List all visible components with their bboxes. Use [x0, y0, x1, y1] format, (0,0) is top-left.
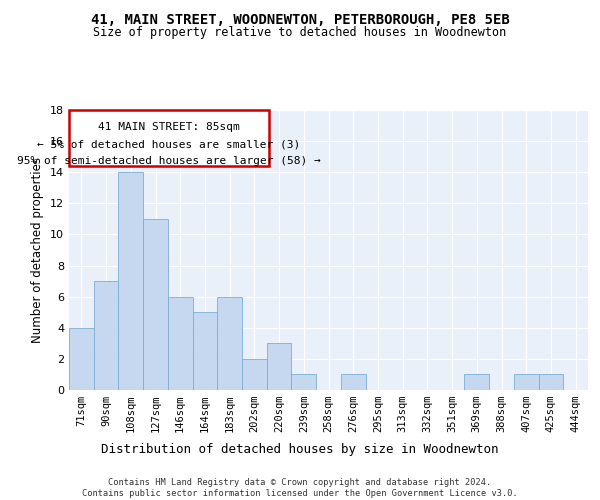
- Bar: [168, 296, 193, 390]
- Text: 95% of semi-detached houses are larger (58) →: 95% of semi-detached houses are larger (…: [17, 156, 321, 166]
- Bar: [94, 281, 118, 390]
- Text: 41 MAIN STREET: 85sqm: 41 MAIN STREET: 85sqm: [98, 122, 240, 132]
- Bar: [69, 328, 94, 390]
- Bar: [242, 359, 267, 390]
- Text: ← 5% of detached houses are smaller (3): ← 5% of detached houses are smaller (3): [37, 139, 301, 149]
- Bar: [267, 344, 292, 390]
- Bar: [514, 374, 539, 390]
- Bar: [539, 374, 563, 390]
- Bar: [143, 219, 168, 390]
- FancyBboxPatch shape: [69, 110, 269, 166]
- Text: Distribution of detached houses by size in Woodnewton: Distribution of detached houses by size …: [101, 442, 499, 456]
- Bar: [118, 172, 143, 390]
- Bar: [341, 374, 365, 390]
- Text: Contains HM Land Registry data © Crown copyright and database right 2024.
Contai: Contains HM Land Registry data © Crown c…: [82, 478, 518, 498]
- Text: 41, MAIN STREET, WOODNEWTON, PETERBOROUGH, PE8 5EB: 41, MAIN STREET, WOODNEWTON, PETERBOROUG…: [91, 12, 509, 26]
- Bar: [193, 312, 217, 390]
- Bar: [292, 374, 316, 390]
- Bar: [217, 296, 242, 390]
- Text: Size of property relative to detached houses in Woodnewton: Size of property relative to detached ho…: [94, 26, 506, 39]
- Y-axis label: Number of detached properties: Number of detached properties: [31, 157, 44, 343]
- Bar: [464, 374, 489, 390]
